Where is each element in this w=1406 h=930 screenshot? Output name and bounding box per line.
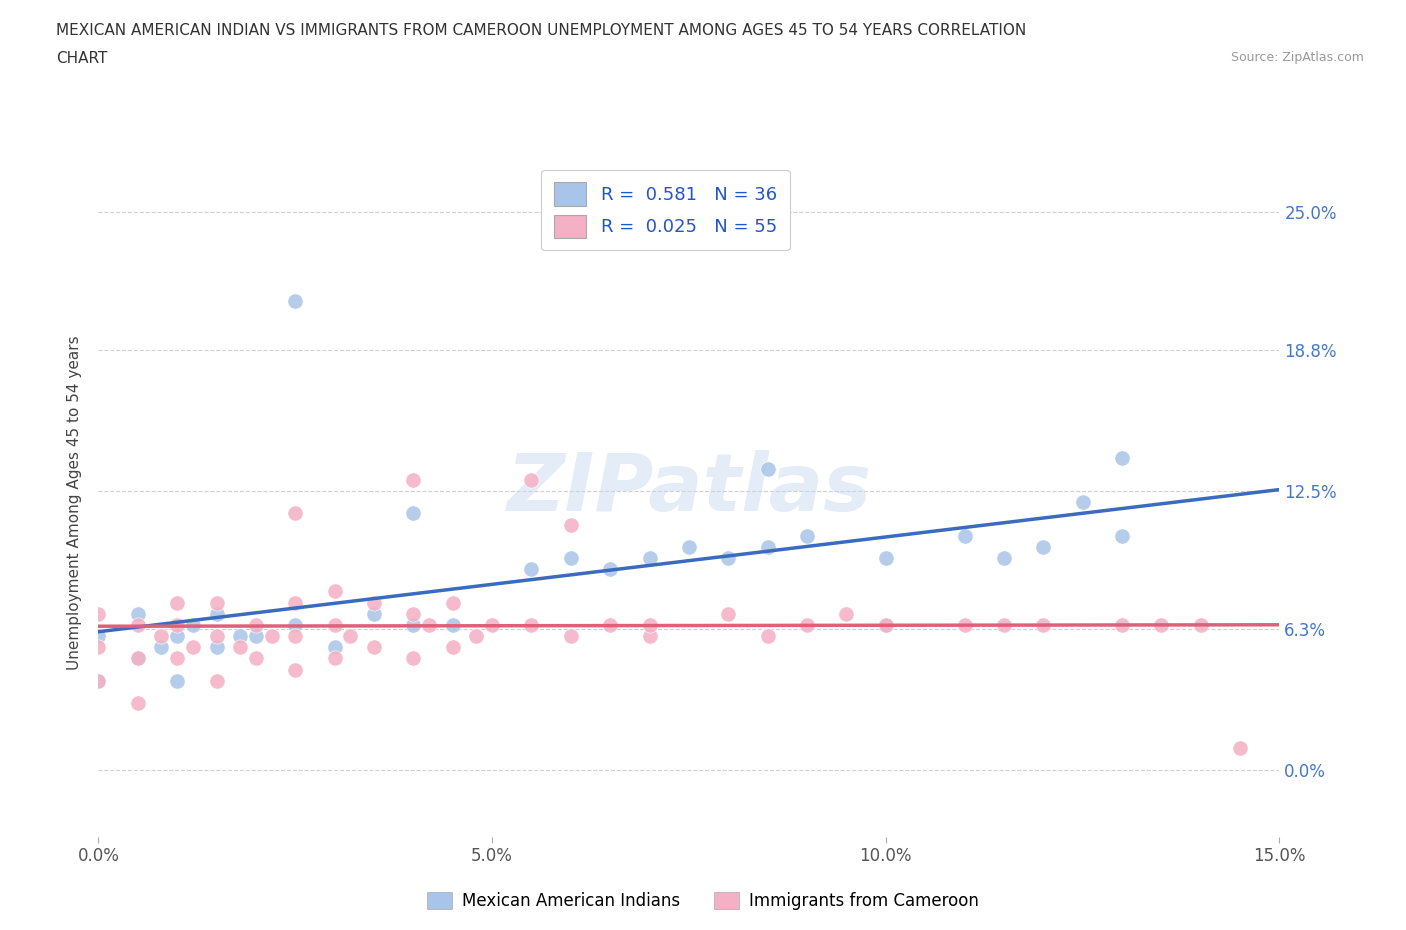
Point <box>150 640 173 655</box>
Point <box>166 651 188 666</box>
Text: ZIPatlas: ZIPatlas <box>506 450 872 528</box>
Point <box>402 606 425 621</box>
Point <box>229 629 252 644</box>
Point <box>245 629 267 644</box>
Point <box>245 651 267 666</box>
Point <box>87 673 110 688</box>
Point <box>339 629 361 644</box>
Point <box>520 618 543 632</box>
Point <box>363 640 385 655</box>
Point <box>875 618 897 632</box>
Point <box>260 629 283 644</box>
Legend: Mexican American Indians, Immigrants from Cameroon: Mexican American Indians, Immigrants fro… <box>420 885 986 917</box>
Point <box>993 618 1015 632</box>
Point <box>205 673 228 688</box>
Point <box>796 528 818 543</box>
Point <box>638 551 661 565</box>
Point <box>402 618 425 632</box>
Point <box>229 640 252 655</box>
Point <box>166 629 188 644</box>
Point <box>1111 528 1133 543</box>
Point <box>166 673 188 688</box>
Point <box>520 472 543 487</box>
Point <box>166 618 188 632</box>
Point <box>835 606 858 621</box>
Point <box>87 606 110 621</box>
Point <box>205 629 228 644</box>
Point <box>678 539 700 554</box>
Point <box>284 618 307 632</box>
Point <box>1189 618 1212 632</box>
Point <box>181 640 204 655</box>
Point <box>87 629 110 644</box>
Point <box>441 595 464 610</box>
Point <box>245 618 267 632</box>
Point <box>418 618 440 632</box>
Point <box>127 606 149 621</box>
Text: MEXICAN AMERICAN INDIAN VS IMMIGRANTS FROM CAMEROON UNEMPLOYMENT AMONG AGES 45 T: MEXICAN AMERICAN INDIAN VS IMMIGRANTS FR… <box>56 23 1026 38</box>
Point <box>1229 740 1251 755</box>
Point <box>638 618 661 632</box>
Point <box>953 528 976 543</box>
Point <box>323 651 346 666</box>
Point <box>323 584 346 599</box>
Point <box>441 618 464 632</box>
Y-axis label: Unemployment Among Ages 45 to 54 years: Unemployment Among Ages 45 to 54 years <box>67 335 83 670</box>
Point <box>1111 450 1133 465</box>
Point <box>875 551 897 565</box>
Point <box>127 651 149 666</box>
Point <box>875 618 897 632</box>
Point <box>284 662 307 677</box>
Point <box>284 294 307 309</box>
Point <box>1032 618 1054 632</box>
Point <box>638 629 661 644</box>
Point <box>87 640 110 655</box>
Point <box>560 551 582 565</box>
Point <box>166 595 188 610</box>
Point <box>1111 618 1133 632</box>
Point <box>127 651 149 666</box>
Point <box>323 618 346 632</box>
Point <box>481 618 503 632</box>
Point <box>127 618 149 632</box>
Point <box>599 618 621 632</box>
Point <box>402 651 425 666</box>
Point <box>560 629 582 644</box>
Point <box>560 517 582 532</box>
Point <box>599 562 621 577</box>
Point <box>363 606 385 621</box>
Point <box>323 640 346 655</box>
Legend: R =  0.581   N = 36, R =  0.025   N = 55: R = 0.581 N = 36, R = 0.025 N = 55 <box>541 170 790 250</box>
Point <box>1071 495 1094 510</box>
Point <box>363 595 385 610</box>
Point <box>520 562 543 577</box>
Point <box>717 606 740 621</box>
Point <box>756 539 779 554</box>
Point <box>87 673 110 688</box>
Point <box>993 551 1015 565</box>
Point <box>1150 618 1173 632</box>
Text: Source: ZipAtlas.com: Source: ZipAtlas.com <box>1230 51 1364 64</box>
Point <box>205 640 228 655</box>
Point <box>402 472 425 487</box>
Point <box>465 629 488 644</box>
Point <box>205 606 228 621</box>
Point <box>756 629 779 644</box>
Point <box>717 551 740 565</box>
Text: CHART: CHART <box>56 51 108 66</box>
Point <box>150 629 173 644</box>
Point <box>796 618 818 632</box>
Point <box>284 506 307 521</box>
Point <box>284 595 307 610</box>
Point <box>1032 539 1054 554</box>
Point <box>127 696 149 711</box>
Point <box>284 629 307 644</box>
Point <box>181 618 204 632</box>
Point <box>756 461 779 476</box>
Point <box>402 506 425 521</box>
Point <box>205 595 228 610</box>
Point <box>953 618 976 632</box>
Point <box>441 640 464 655</box>
